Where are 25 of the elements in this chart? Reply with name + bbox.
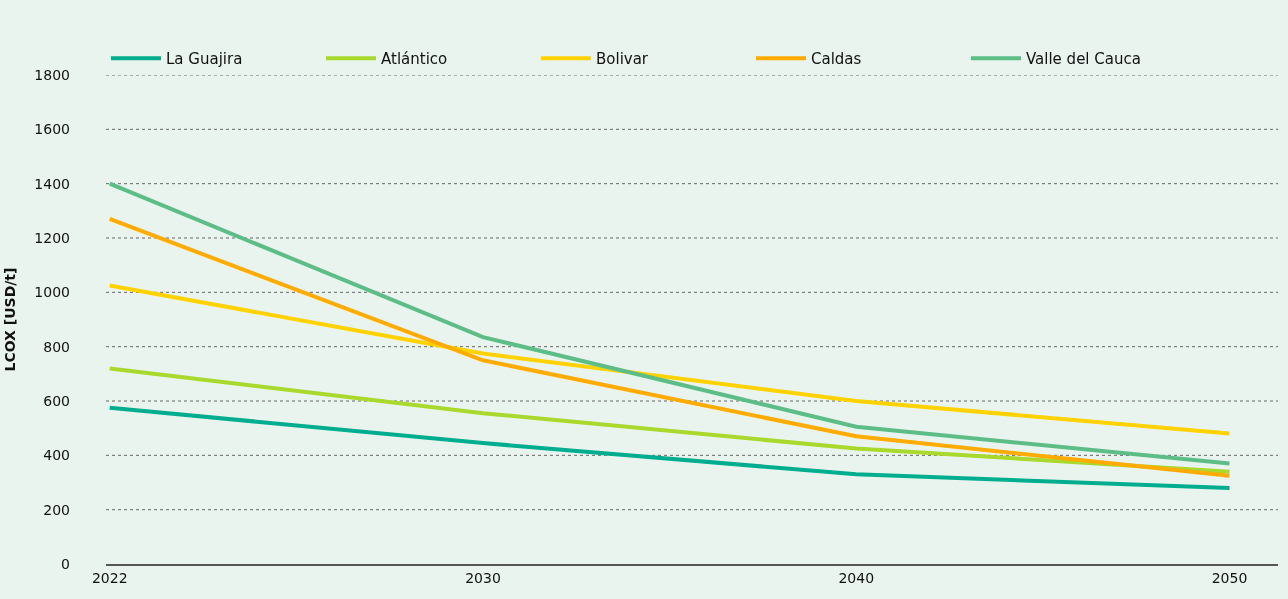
x-tick-label: 2022 xyxy=(91,569,128,586)
y-tick-label: 1600 xyxy=(34,121,70,138)
y-tick-label: 1200 xyxy=(34,229,70,246)
x-tick-label: 2040 xyxy=(838,569,875,586)
legend-label: Atlántico xyxy=(381,50,448,69)
line-series xyxy=(107,283,1232,436)
y-tick-label: 600 xyxy=(43,392,70,409)
legend-label: Bolivar xyxy=(596,50,649,69)
legend-label: Caldas xyxy=(811,50,862,69)
x-tick-label: 2030 xyxy=(465,569,501,586)
y-tick-label: 1000 xyxy=(34,284,70,301)
y-tick-label: 200 xyxy=(43,501,70,518)
y-tick-label: 1800 xyxy=(34,66,70,83)
x-tick-label: 2050 xyxy=(1211,569,1248,586)
y-tick-label: 0 xyxy=(61,555,70,572)
line-series xyxy=(107,216,1232,478)
legend-label: La Guajira xyxy=(166,50,243,69)
legend-label: Valle del Cauca xyxy=(1026,50,1141,69)
y-tick-label: 1400 xyxy=(34,175,70,192)
y-axis-title: LCOX [USD/t] xyxy=(1,267,18,372)
line-series xyxy=(107,405,1232,490)
y-tick-label: 800 xyxy=(43,338,70,355)
line-series xyxy=(107,366,1232,474)
line-series xyxy=(107,181,1232,466)
y-tick-label: 400 xyxy=(43,447,70,464)
